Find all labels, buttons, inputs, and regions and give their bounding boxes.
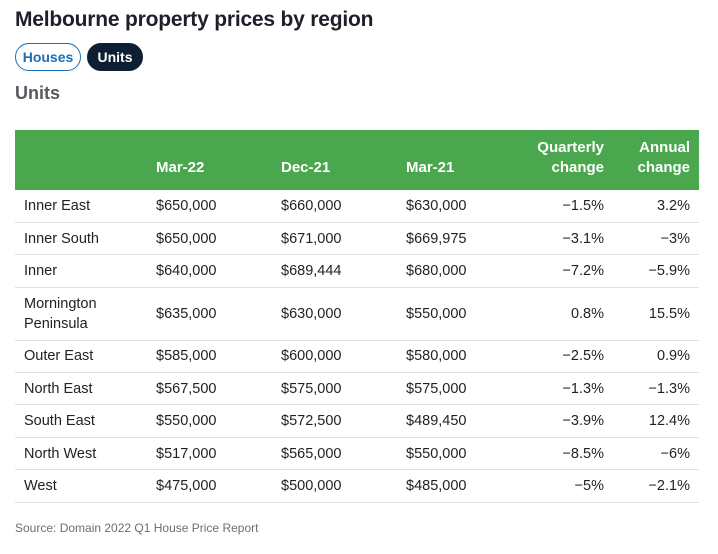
cell-annual-change: 3.2% [613, 190, 699, 223]
cell-mar-22: $585,000 [147, 340, 272, 374]
cell-mar-21: $550,000 [397, 287, 509, 341]
cell-quarterly-change: −1.5% [509, 190, 613, 223]
cell-annual-change: −3% [613, 222, 699, 256]
table-row: North East $567,500 $575,000 $575,000 −1… [15, 372, 699, 406]
table-row: Mornington Peninsula $635,000 $630,000 $… [15, 287, 699, 341]
cell-mar-22: $650,000 [147, 190, 272, 223]
cell-region: Inner South [15, 222, 147, 256]
price-table: Mar-22 Dec-21 Mar-21 Quarterly change An… [15, 130, 699, 503]
cell-region: Outer East [15, 340, 147, 374]
cell-mar-22: $475,000 [147, 469, 272, 503]
cell-annual-change: 12.4% [613, 404, 699, 438]
cell-quarterly-change: −1.3% [509, 372, 613, 406]
cell-dec-21: $630,000 [272, 287, 397, 341]
header-annual-change: Annual change [613, 130, 699, 190]
cell-mar-22: $650,000 [147, 222, 272, 256]
cell-mar-21: $550,000 [397, 437, 509, 471]
table-row: West $475,000 $500,000 $485,000 −5% −2.1… [15, 469, 699, 503]
cell-region: North West [15, 437, 147, 471]
cell-mar-22: $635,000 [147, 287, 272, 341]
header-quarterly-change-label: Quarterly change [537, 139, 604, 176]
table-row: North West $517,000 $565,000 $550,000 −8… [15, 437, 699, 471]
cell-mar-22: $640,000 [147, 254, 272, 288]
header-dec-21: Dec-21 [272, 130, 397, 190]
source-note: Source: Domain 2022 Q1 House Price Repor… [15, 521, 259, 535]
table-row: South East $550,000 $572,500 $489,450 −3… [15, 404, 699, 438]
cell-quarterly-change: −3.1% [509, 222, 613, 256]
section-subtitle: Units [15, 83, 60, 103]
houses-toggle-button[interactable]: Houses [15, 43, 81, 71]
cell-region: Mornington Peninsula [15, 287, 147, 341]
cell-quarterly-change: −5% [509, 469, 613, 503]
cell-region: South East [15, 404, 147, 438]
cell-mar-22: $550,000 [147, 404, 272, 438]
housing-type-toggle: Houses Units [15, 43, 143, 71]
units-toggle-button[interactable]: Units [87, 43, 143, 71]
cell-dec-21: $575,000 [272, 372, 397, 406]
header-region [15, 130, 147, 190]
cell-mar-22: $567,500 [147, 372, 272, 406]
cell-quarterly-change: −8.5% [509, 437, 613, 471]
cell-mar-21: $485,000 [397, 469, 509, 503]
cell-quarterly-change: −2.5% [509, 340, 613, 374]
cell-dec-21: $689,444 [272, 254, 397, 288]
cell-region: Inner East [15, 190, 147, 223]
table-row: Inner $640,000 $689,444 $680,000 −7.2% −… [15, 254, 699, 288]
cell-annual-change: −5.9% [613, 254, 699, 288]
header-annual-change-label: Annual change [637, 139, 690, 176]
header-quarterly-change: Quarterly change [509, 130, 613, 190]
cell-dec-21: $565,000 [272, 437, 397, 471]
cell-mar-21: $575,000 [397, 372, 509, 406]
cell-quarterly-change: −7.2% [509, 254, 613, 288]
header-mar-21: Mar-21 [397, 130, 509, 190]
table-row: Outer East $585,000 $600,000 $580,000 −2… [15, 340, 699, 374]
table-header-row: Mar-22 Dec-21 Mar-21 Quarterly change An… [15, 130, 699, 190]
cell-dec-21: $660,000 [272, 190, 397, 223]
cell-dec-21: $572,500 [272, 404, 397, 438]
table-row: Inner South $650,000 $671,000 $669,975 −… [15, 222, 699, 256]
cell-quarterly-change: 0.8% [509, 287, 613, 341]
cell-mar-21: $580,000 [397, 340, 509, 374]
cell-mar-21: $669,975 [397, 222, 509, 256]
header-mar-22: Mar-22 [147, 130, 272, 190]
cell-annual-change: −2.1% [613, 469, 699, 503]
cell-annual-change: 0.9% [613, 340, 699, 374]
cell-dec-21: $500,000 [272, 469, 397, 503]
cell-mar-21: $680,000 [397, 254, 509, 288]
cell-annual-change: −1.3% [613, 372, 699, 406]
cell-annual-change: 15.5% [613, 287, 699, 341]
cell-quarterly-change: −3.9% [509, 404, 613, 438]
cell-mar-21: $630,000 [397, 190, 509, 223]
page-title: Melbourne property prices by region [15, 8, 374, 31]
cell-region: North East [15, 372, 147, 406]
cell-dec-21: $671,000 [272, 222, 397, 256]
cell-mar-21: $489,450 [397, 404, 509, 438]
cell-region: Inner [15, 254, 147, 288]
cell-mar-22: $517,000 [147, 437, 272, 471]
table-row: Inner East $650,000 $660,000 $630,000 −1… [15, 190, 699, 223]
cell-annual-change: −6% [613, 437, 699, 471]
cell-dec-21: $600,000 [272, 340, 397, 374]
cell-region: West [15, 469, 147, 503]
